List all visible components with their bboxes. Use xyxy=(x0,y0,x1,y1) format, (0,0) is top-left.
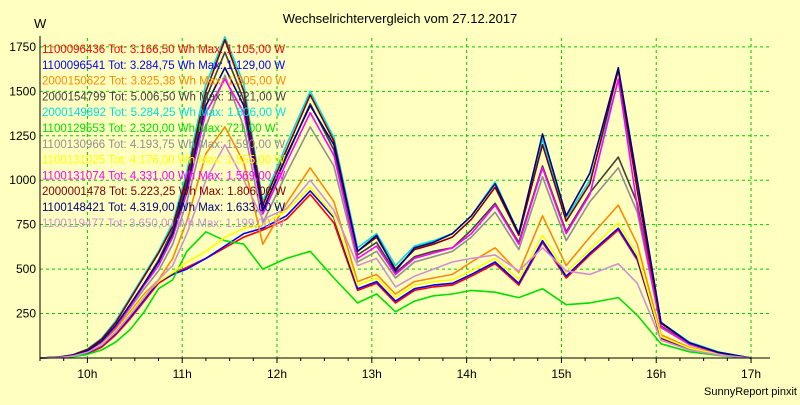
legend-entry-2000150622: 2000150622 Tot: 3.825,38 Wh Max: 1.305,0… xyxy=(42,76,286,88)
legend-entry-1100096541: 1100096541 Tot: 3.284,75 Wh Max: 1.129,0… xyxy=(42,60,285,72)
series-line-2000150622 xyxy=(39,126,752,359)
series-line-1100096541 xyxy=(39,190,752,359)
x-tick-label: 10h xyxy=(77,367,97,381)
series-line-1100131025 xyxy=(39,186,752,359)
legend-entry-1100131074: 1100131074 Tot: 4.331,00 Wh Max: 1.569,0… xyxy=(42,170,285,182)
y-axis-unit-label: W xyxy=(34,16,47,31)
legend-entry-1100096436: 1100096436 Tot: 3.166,50 Wh Max: 1.105,0… xyxy=(42,44,285,56)
series-line-1100119477 xyxy=(39,144,752,359)
chart-title: Wechselrichtervergleich vom 27.12.2017 xyxy=(283,11,518,26)
legend: 1100096436 Tot: 3.166,50 Wh Max: 1.105,0… xyxy=(42,44,286,230)
y-tick-label: 500 xyxy=(16,262,36,276)
x-tick-label: 14h xyxy=(457,367,477,381)
legend-entry-1100148421: 1100148421 Tot: 4.319,00 Wh Max: 1.633,0… xyxy=(42,202,285,214)
legend-entry-1100119477: 1100119477 Tot: 3.650,00 Wh Max: 1.199,0… xyxy=(42,218,284,230)
legend-entry-2000149892: 2000149892 Tot: 5.284,25 Wh Max: 1.806,0… xyxy=(42,107,286,119)
x-tick-label: 15h xyxy=(551,367,571,381)
legend-entry-1100130966: 1100130966 Tot: 4.193,75 Wh Max: 1.590,0… xyxy=(42,139,285,151)
legend-entry-1100129553: 1100129553 Tot: 2.320,00 Wh Max: 721,00 … xyxy=(42,123,276,135)
series-layer xyxy=(39,36,752,359)
y-tick-label: 1250 xyxy=(9,129,36,143)
x-tick-label: 17h xyxy=(741,367,761,381)
series-line-1100130966 xyxy=(39,74,752,359)
x-tick-label: 12h xyxy=(267,367,287,381)
y-tick-label: 250 xyxy=(16,307,36,321)
x-tick-label: 13h xyxy=(362,367,382,381)
x-tick-label: 11h xyxy=(173,367,192,381)
y-tick-label: 1000 xyxy=(9,173,36,187)
y-tick-label: 1750 xyxy=(9,40,36,54)
series-line-1100096436 xyxy=(39,193,752,359)
x-tick-label: 16h xyxy=(646,367,666,381)
y-tick-label: 1500 xyxy=(9,84,36,98)
legend-entry-1100131025: 1100131025 Tot: 4.176,00 Wh Max: 1.555,0… xyxy=(42,155,285,167)
axes: 250 500 750 1000 1250 1500 1750 10h 11h 12h 13h 14h… xyxy=(9,36,770,381)
series-line-1100129553 xyxy=(39,231,752,359)
legend-entry-2000001478: 2000001478 Tot: 5.223,25 Wh Max: 1.806,0… xyxy=(42,186,286,198)
legend-entry-2000154799: 2000154799 Tot: 5.006,50 Wh Max: 1.721,0… xyxy=(42,91,286,103)
series-line-1100131074 xyxy=(39,78,752,359)
footer-credit: SunnyReport pinxit xyxy=(704,386,797,398)
y-tick-label: 750 xyxy=(16,218,36,232)
series-line-1100148421 xyxy=(39,66,752,359)
